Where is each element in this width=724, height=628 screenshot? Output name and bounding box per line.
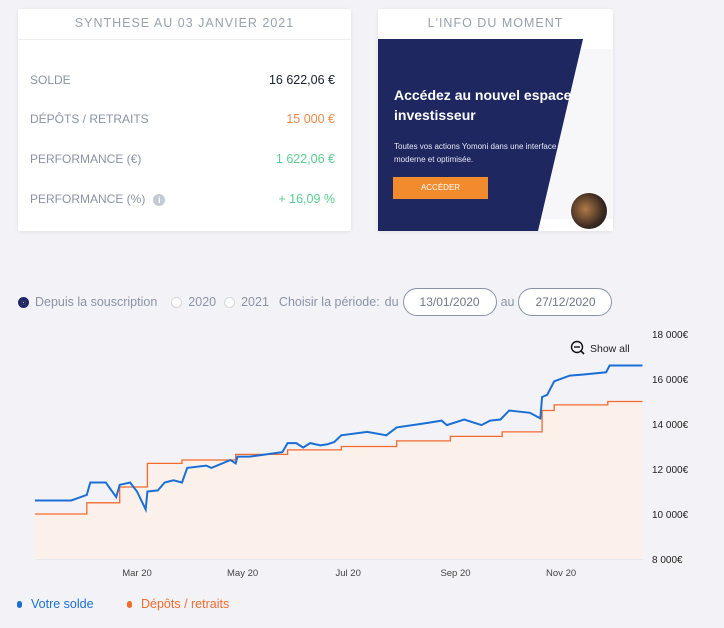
row-label: PERFORMANCE (€)	[30, 152, 142, 166]
x-tick-label: Nov 20	[546, 568, 576, 579]
x-tick-label: Mar 20	[122, 568, 152, 579]
radio-depuis-souscription[interactable]	[18, 296, 29, 308]
from-label: du	[384, 295, 399, 309]
summary-row-performance-eur: PERFORMANCE (€) 1 622,06 €	[30, 149, 335, 169]
row-value: 1 622,06 €	[275, 152, 335, 166]
x-tick-label: Sep 20	[440, 568, 470, 579]
radio-label[interactable]: 2020	[188, 295, 217, 309]
row-label: SOLDE	[30, 73, 71, 87]
show-all-label[interactable]: Show all	[590, 343, 630, 355]
legend-dot-icon	[127, 600, 132, 608]
x-tick-label: May 20	[227, 568, 258, 579]
info-icon[interactable]: i	[153, 194, 166, 206]
acceder-button[interactable]: ACCÉDER	[393, 177, 488, 199]
row-value: 16 622,06 €	[268, 73, 335, 87]
row-value: + 16,09 %	[278, 192, 335, 206]
y-tick-label: 10 000€	[652, 510, 689, 521]
to-date-input[interactable]: 27/12/2020	[518, 288, 613, 316]
summary-row-performance-pct: PERFORMANCE (%) i + 16,09 %	[30, 189, 335, 209]
y-tick-label: 16 000€	[652, 375, 689, 386]
radio-label[interactable]: Depuis la souscription	[35, 295, 158, 309]
info-card: L'INFO DU MOMENT Accédez au nouvel espac…	[378, 9, 613, 231]
y-tick-label: 18 000€	[652, 330, 689, 341]
promo-headline: Accédez au nouvel espace investisseur	[394, 87, 572, 123]
row-label-wrap: PERFORMANCE (%) i	[30, 192, 166, 206]
from-date-input[interactable]: 13/01/2020	[402, 288, 497, 316]
x-tick-label: Jul 20	[336, 568, 361, 579]
deposits-area	[34, 401, 643, 559]
y-tick-label: 14 000€	[652, 420, 689, 431]
radio-2020[interactable]	[171, 296, 183, 308]
period-controls: Depuis la souscription 2020 2021 Choisir…	[18, 288, 616, 316]
summary-row-solde: SOLDE 16 622,06 €	[30, 70, 335, 90]
promo-text: Toutes vos actions Yomoni dans une inter…	[394, 142, 557, 164]
radio-2021[interactable]	[224, 296, 236, 308]
balance-chart: 18 000€ 16 000€ 14 000€ 12 000€ 10 000€ 8 000…	[34, 330, 689, 579]
summary-title: SYNTHESE AU 03 JANVIER 2021	[18, 9, 351, 40]
row-label: DÉPÔTS / RETRAITS	[30, 112, 149, 126]
legend-depots-retraits[interactable]: Dépôts / retraits	[127, 597, 229, 611]
summary-row-depots: DÉPÔTS / RETRAITS 15 000 €	[30, 109, 335, 129]
show-all-button[interactable]: Show all	[570, 340, 630, 356]
radio-label[interactable]: 2021	[241, 295, 269, 309]
legend-label[interactable]: Votre solde	[31, 597, 94, 611]
summary-card: SYNTHESE AU 03 JANVIER 2021 SOLDE 16 622…	[18, 9, 351, 231]
zoom-out-icon	[570, 340, 584, 354]
avatar-image	[571, 193, 607, 229]
row-value: 15 000 €	[286, 112, 335, 126]
legend-votre-solde[interactable]: Votre solde	[17, 597, 94, 611]
legend-dot-icon	[17, 600, 22, 608]
info-title: L'INFO DU MOMENT	[427, 16, 564, 30]
row-label: PERFORMANCE (%)	[30, 192, 146, 206]
y-tick-label: 12 000€	[652, 465, 689, 476]
period-label: Choisir la période:	[278, 295, 380, 309]
y-tick-label: 8 000€	[652, 555, 683, 566]
promo-banner[interactable]: Accédez au nouvel espace investisseur To…	[378, 39, 613, 231]
legend-label[interactable]: Dépôts / retraits	[141, 597, 230, 611]
to-label: au	[500, 295, 515, 309]
balance-line	[34, 364, 643, 514]
